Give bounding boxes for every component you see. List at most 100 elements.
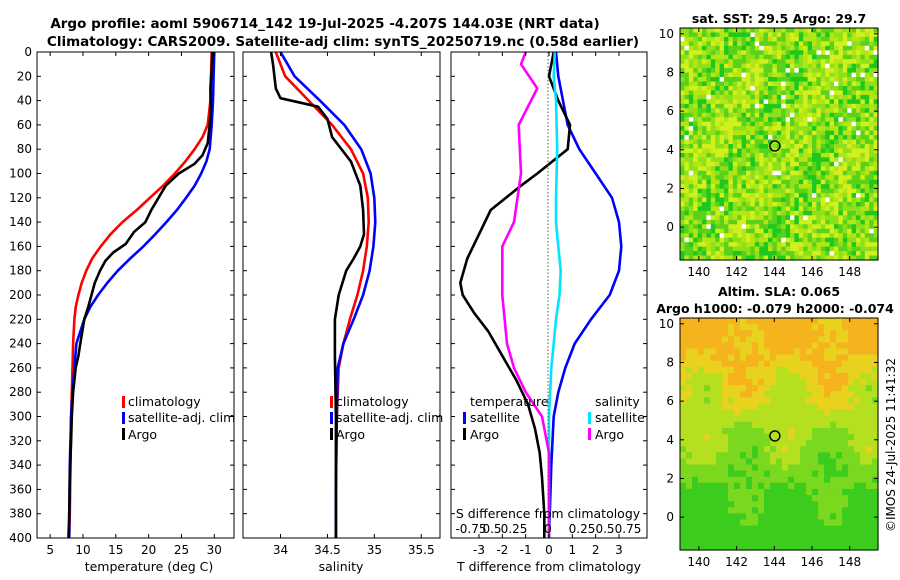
heatmap-cell (785, 63, 791, 69)
heatmap-cell (829, 193, 835, 199)
heatmap-cell (772, 54, 778, 60)
heatmap-cell (758, 446, 765, 453)
heatmap-cell (854, 330, 861, 337)
heatmap-cell (732, 41, 738, 47)
heatmap-cell (820, 50, 826, 56)
heatmap-cell (872, 330, 879, 337)
heatmap-cell (812, 330, 819, 337)
heatmap-cell (824, 409, 831, 417)
heatmap-cell (722, 531, 729, 539)
heatmap-cell (728, 41, 734, 47)
heatmap-cell (680, 139, 685, 145)
heatmap-cell (772, 210, 778, 216)
heatmap-cell (866, 336, 873, 344)
heatmap-cell (851, 255, 857, 261)
heatmap-cell (770, 385, 777, 392)
heatmap-cell (818, 495, 825, 502)
heatmap-cell (734, 379, 741, 386)
heatmap-cell (770, 452, 777, 460)
heatmap-cell (768, 170, 773, 176)
heatmap-cell (798, 202, 804, 208)
heatmap-cell (686, 440, 693, 447)
heatmap-cell (752, 397, 759, 405)
heatmap-cell (722, 421, 729, 429)
heatmap-cell (706, 148, 712, 154)
heatmap-cell (834, 228, 839, 234)
heatmap-cell (847, 152, 853, 158)
heatmap-cell (872, 385, 879, 392)
heatmap-cell (750, 32, 756, 38)
heatmap-cell (737, 28, 743, 34)
heatmap-cell (848, 519, 855, 527)
heatmap-cell (794, 32, 800, 38)
heatmap-cell (836, 372, 843, 380)
heatmap-cell (734, 403, 741, 411)
heatmap-cell (728, 233, 734, 239)
heatmap-cell (724, 246, 729, 252)
heatmap-cell (807, 148, 813, 154)
heatmap-cell (684, 228, 690, 234)
heatmap-cell (860, 157, 866, 163)
heatmap-cell (710, 525, 717, 533)
heatmap-cell (866, 446, 873, 453)
heatmap-cell (728, 427, 735, 435)
heatmap-cell (716, 318, 723, 325)
heatmap-cell (851, 193, 857, 199)
heatmap-cell (869, 45, 875, 51)
heatmap-cell (716, 519, 723, 527)
heatmap-cell (684, 41, 690, 47)
heatmap-cell (710, 117, 716, 123)
heatmap-cell (847, 103, 853, 109)
heatmap-cell (710, 242, 716, 248)
heatmap-cell (741, 32, 747, 38)
heatmap-cell (848, 482, 855, 490)
heatmap-cell (781, 72, 787, 78)
heatmap-cell (838, 36, 844, 42)
heatmap-cell (825, 193, 831, 199)
heatmap-cell (772, 108, 778, 114)
heatmap-cell (759, 77, 765, 83)
heatmap-cell (754, 251, 760, 257)
heatmap-cell (715, 99, 721, 105)
heatmap-cell (719, 152, 725, 158)
legend-argo-swatch (122, 428, 125, 440)
heatmap-cell (818, 379, 825, 386)
heatmap-cell (838, 63, 844, 69)
heatmap-cell (842, 36, 848, 42)
heatmap-cell (856, 41, 861, 47)
heatmap-cell (816, 77, 822, 83)
heatmap-cell (772, 126, 778, 132)
heatmap-cell (706, 228, 712, 234)
heatmap-cell (860, 255, 866, 261)
heatmap-cell (842, 215, 848, 221)
heatmap-cell (860, 77, 866, 83)
heatmap-cell (866, 360, 873, 368)
heatmap-cell (697, 148, 703, 154)
heatmap-cell (798, 148, 804, 154)
heatmap-cell (746, 130, 751, 136)
heatmap-cell (816, 233, 822, 239)
heatmap-cell (704, 476, 711, 484)
heatmap-cell (686, 403, 693, 411)
heatmap-cell (825, 121, 831, 127)
heatmap-cell (697, 32, 703, 38)
heatmap-cell (842, 139, 848, 145)
heatmap-cell (759, 246, 765, 252)
heatmap-cell (872, 403, 879, 411)
heatmap-cell (836, 427, 843, 435)
heatmap-cell (702, 233, 707, 239)
heatmap-cell (847, 202, 853, 208)
heatmap-cell (825, 224, 831, 230)
heatmap-cell (772, 175, 778, 181)
heatmap-cell (722, 458, 729, 466)
heatmap-cell (873, 117, 879, 123)
heatmap-cell (854, 446, 861, 453)
legend-s-argo-swatch (588, 428, 591, 440)
heatmap-cell (842, 50, 848, 56)
heatmap-cell (768, 219, 773, 225)
heatmap-cell (715, 148, 721, 154)
heatmap-cell (750, 90, 756, 96)
heatmap-cell (776, 59, 782, 65)
heatmap-cell (710, 108, 716, 114)
heatmap-cell (706, 144, 712, 150)
